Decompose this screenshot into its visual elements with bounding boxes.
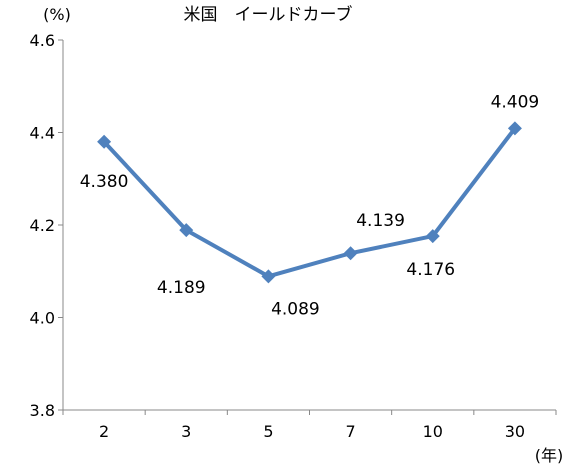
data-labels: 4.380 4.189 4.089 4.139 4.176 4.409	[80, 92, 540, 319]
y-tick-labels: 3.8 4.0 4.2 4.4 4.6	[30, 31, 63, 420]
x-axis-unit-label: (年)	[535, 446, 564, 465]
data-label: 4.409	[491, 92, 540, 112]
data-point-marker	[179, 223, 194, 238]
data-label: 4.139	[356, 211, 405, 231]
axes	[62, 40, 556, 411]
data-label: 4.189	[157, 278, 206, 298]
data-point-marker	[425, 229, 440, 244]
y-tick-label: 4.4	[30, 124, 55, 143]
data-label: 4.176	[406, 260, 455, 280]
y-tick-label: 4.6	[30, 31, 55, 50]
data-label: 4.089	[271, 299, 320, 319]
series-line-path	[102, 127, 517, 279]
x-tick-label: 7	[345, 422, 355, 441]
data-point-marker	[343, 246, 358, 261]
x-tick-label: 2	[99, 422, 109, 441]
x-tick-labels: 2 3 5 7 10 30	[62, 410, 557, 441]
data-label: 4.380	[80, 172, 129, 192]
x-tick-label: 5	[263, 422, 273, 441]
x-tick-label: 30	[505, 422, 525, 441]
y-tick-label: 4.2	[30, 216, 55, 235]
data-point-marker	[261, 269, 276, 284]
data-points	[97, 121, 522, 284]
data-point-marker	[97, 134, 112, 149]
y-axis-unit-label: (%)	[43, 5, 71, 24]
y-tick-label: 4.0	[30, 309, 55, 328]
data-point-marker	[507, 121, 522, 136]
y-tick-label: 3.8	[30, 401, 55, 420]
x-tick-label: 10	[423, 422, 443, 441]
series-line	[102, 127, 517, 279]
chart-title: 米国 イールドカーブ	[184, 4, 353, 25]
x-tick-label: 3	[181, 422, 191, 441]
